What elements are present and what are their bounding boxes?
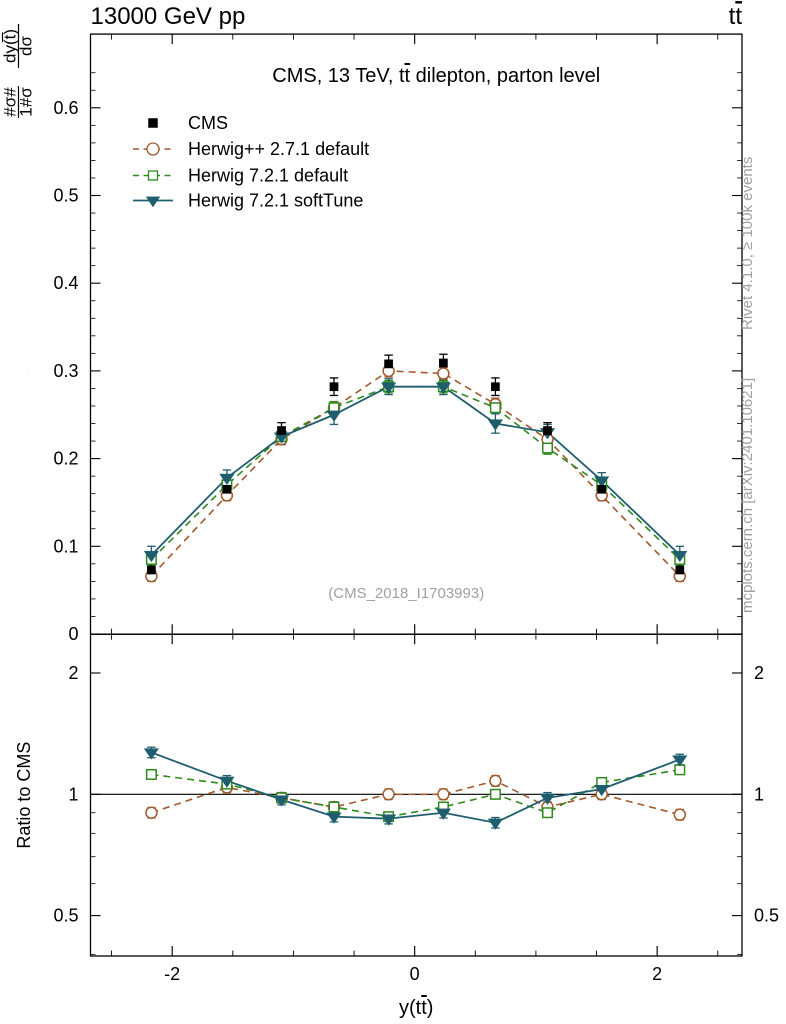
svg-text:CMS: CMS (188, 113, 228, 133)
svg-text:1: 1 (68, 784, 78, 804)
svg-text:tt: tt (729, 3, 743, 30)
svg-text:dy(t̅): dy(t̅) (1, 29, 20, 63)
svg-text:y(tt): y(tt) (399, 997, 433, 1019)
svg-text:0.3: 0.3 (53, 361, 78, 381)
svg-text:1: 1 (754, 784, 764, 804)
svg-text:0.6: 0.6 (53, 98, 78, 118)
svg-text:0.4: 0.4 (53, 273, 78, 293)
svg-text:0.2: 0.2 (53, 449, 78, 469)
svg-text:Ratio to CMS: Ratio to CMS (14, 742, 34, 849)
svg-text:0.5: 0.5 (53, 186, 78, 206)
svg-text:0.5: 0.5 (754, 906, 779, 926)
svg-text:Herwig++ 2.7.1 default: Herwig++ 2.7.1 default (188, 139, 369, 159)
svg-text:0: 0 (410, 964, 420, 984)
svg-text:(CMS_2018_I1703993): (CMS_2018_I1703993) (328, 585, 484, 602)
svg-text:#σ#: #σ# (1, 87, 20, 117)
svg-text:Herwig 7.2.1 default: Herwig 7.2.1 default (188, 166, 348, 186)
svg-text:2: 2 (652, 964, 662, 984)
svg-text:Herwig 7.2.1 softTune: Herwig 7.2.1 softTune (188, 191, 363, 211)
svg-text:Rivet 4.1.0, ≥ 100k events: Rivet 4.1.0, ≥ 100k events (739, 157, 756, 330)
svg-text:-2: -2 (164, 964, 180, 984)
svg-text:2: 2 (68, 663, 78, 683)
svg-text:mcplots.cern.ch [arXiv:2401.10: mcplots.cern.ch [arXiv:2401.10621] (739, 378, 756, 613)
svg-text:2: 2 (754, 663, 764, 683)
svg-text:0.1: 0.1 (53, 536, 78, 556)
svg-text:0.5: 0.5 (53, 906, 78, 926)
svg-text:CMS, 13 TeV, tt dilepton, part: CMS, 13 TeV, tt dilepton, parton level (272, 65, 600, 87)
svg-text:13000 GeV pp: 13000 GeV pp (91, 3, 246, 30)
svg-text:0: 0 (68, 624, 78, 644)
